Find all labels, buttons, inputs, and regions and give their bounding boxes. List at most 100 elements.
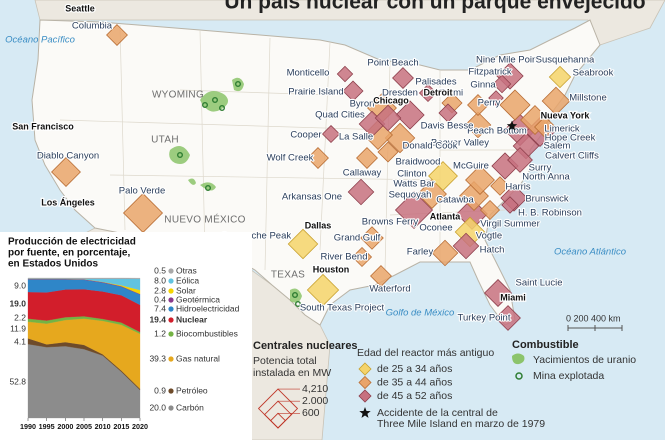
- age-key: [358, 362, 372, 376]
- legend-swatch: [168, 405, 174, 411]
- city-label: Seattle: [65, 3, 95, 13]
- value-label: 9.0: [14, 280, 26, 290]
- plant-marker: [499, 89, 531, 121]
- plant-marker: [321, 124, 341, 144]
- legend-subtitle: Potencia total: [253, 355, 317, 367]
- plant-marker: [370, 265, 392, 287]
- plant-marker: [495, 305, 521, 331]
- accident-key: [359, 407, 371, 418]
- water-label: Océano Pacífico: [5, 35, 75, 46]
- plant-label: South Texas Project: [300, 303, 385, 314]
- plant-label: Palo Verde: [119, 186, 165, 197]
- plant-label: Ginna: [470, 80, 496, 91]
- plant-marker: [392, 67, 414, 89]
- plant-label: Dresden: [382, 88, 418, 99]
- value-label: 2.8: [154, 285, 166, 295]
- plant-label: Sequoyah: [389, 190, 432, 201]
- plant-marker: [496, 62, 524, 90]
- plant-marker: [465, 165, 495, 195]
- plant-marker: [307, 147, 329, 169]
- age-label: de 25 a 34 años: [377, 363, 452, 375]
- plant-marker: [374, 104, 402, 132]
- plant-marker: [500, 184, 528, 212]
- legend-swatch: [168, 317, 174, 323]
- plant-marker: [541, 86, 571, 116]
- size-label: 2.000: [302, 395, 328, 407]
- plant-label: H. B. Robinson: [518, 208, 582, 219]
- plant-label: Fermi: [439, 88, 463, 99]
- plant-label: Calvert Cliffs: [545, 151, 599, 162]
- plant-label: Monticello: [287, 68, 330, 79]
- city-label: Los Ángeles: [41, 197, 95, 207]
- plant-label: La Salle: [339, 132, 373, 143]
- plant-label: River Bend: [321, 252, 368, 263]
- x-tick-label: 1990: [20, 422, 36, 431]
- plant-label: Waterford: [369, 284, 410, 295]
- mine-key: [515, 372, 523, 380]
- size-label: 4,210: [302, 383, 328, 395]
- age-key: [358, 375, 372, 390]
- region-label: TEXAS: [271, 270, 305, 281]
- plant-label: Beaver Valley: [431, 138, 489, 149]
- plant-marker: [548, 65, 572, 89]
- plants-layer: [51, 24, 572, 331]
- value-label: 20.0: [149, 402, 166, 412]
- plant-label: Vogtle: [476, 231, 502, 242]
- accident-star: [506, 120, 518, 131]
- plant-label: Turkey Point: [458, 313, 511, 324]
- scale-bar: 0 200 400 km: [566, 313, 623, 331]
- value-label: 52.8: [9, 376, 26, 386]
- size-label: 600: [302, 407, 320, 419]
- legend-swatch: [168, 268, 174, 274]
- plant-marker: [492, 74, 512, 94]
- plant-label: Oconee: [419, 223, 452, 234]
- plant-label: Clinton: [397, 169, 427, 180]
- x-tick-label: 2020: [132, 422, 148, 431]
- plant-marker: [534, 116, 556, 138]
- plant-marker: [336, 65, 354, 83]
- plant-marker: [394, 190, 434, 230]
- x-tick-label: 1995: [39, 422, 55, 431]
- plant-marker: [356, 147, 378, 169]
- plant-label: Fitzpatrick: [468, 67, 512, 78]
- plant-label: Millstone: [569, 93, 607, 104]
- plant-label: Hope Creek: [545, 133, 596, 144]
- plant-label: Grand Gulf: [334, 233, 381, 244]
- legend-swatch: [168, 356, 174, 362]
- plant-marker: [395, 100, 425, 130]
- mines: [176, 80, 302, 308]
- legend-label: Biocombustibles: [176, 328, 238, 338]
- age-label: de 45 a 52 años: [377, 390, 452, 402]
- plant-marker: [507, 147, 533, 173]
- size-key: [270, 412, 286, 429]
- legend-label: Solar: [176, 285, 196, 295]
- legend-label: Gas natural: [176, 353, 220, 363]
- value-label: 7.4: [154, 303, 166, 313]
- value-label: 1.2: [154, 328, 166, 338]
- plant-marker: [106, 24, 128, 46]
- x-tick-label: 2005: [76, 422, 92, 431]
- legend-swatch: [168, 331, 174, 337]
- water-label: Océano Atlántico: [554, 247, 626, 258]
- city-label: Atlanta: [430, 211, 461, 221]
- plant-marker: [479, 199, 501, 221]
- city-label: Chicago: [373, 95, 409, 105]
- plant-marker: [342, 80, 364, 102]
- plant-marker: [360, 226, 384, 250]
- value-label: 0.4: [154, 294, 166, 304]
- age-label: de 35 a 44 años: [377, 376, 452, 388]
- plant-label: Quad Cities: [315, 110, 365, 121]
- plant-marker: [490, 176, 510, 196]
- accident-label: Accidente de la central de: [377, 407, 498, 419]
- plant-marker: [438, 103, 458, 123]
- fuel-label: Yacimientos de uranio: [533, 354, 636, 366]
- legend-label: Geotérmica: [176, 294, 220, 304]
- plant-label: Watts Bar: [393, 179, 434, 190]
- plant-label: Prairie Island: [288, 87, 343, 98]
- plant-marker: [428, 161, 458, 191]
- legend-swatch: [168, 306, 174, 312]
- plant-marker: [418, 83, 438, 103]
- state-borders: [59, 24, 530, 271]
